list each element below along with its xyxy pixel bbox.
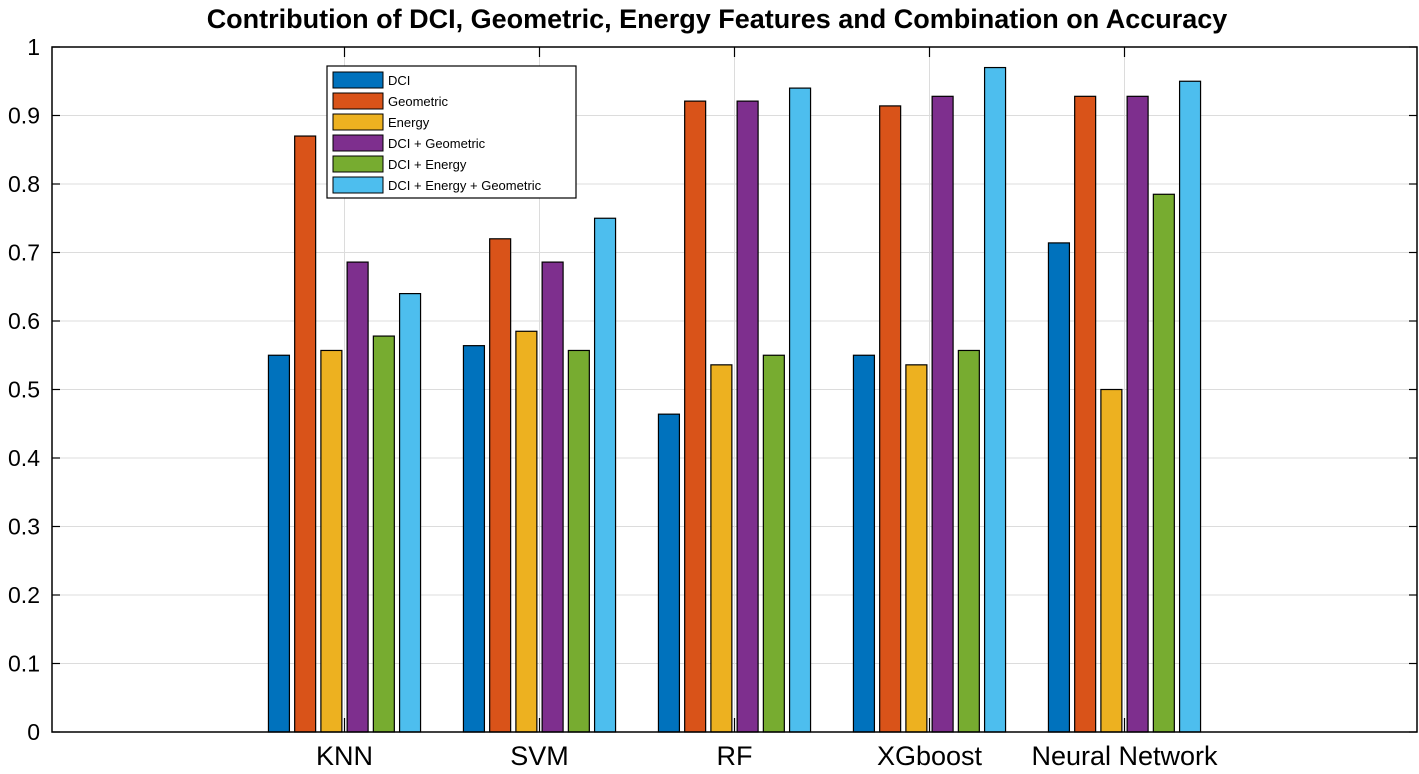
legend-label: DCI xyxy=(388,73,410,88)
bar-geometric-xgboost xyxy=(879,105,902,733)
bar-energy-rf xyxy=(710,364,733,733)
bar-dci-geometric-neural-network xyxy=(1126,95,1149,733)
legend: DCI Geometric Energy DCI + Geometric DCI + E… xyxy=(326,65,577,199)
bar-dci-energy-rf xyxy=(762,354,785,733)
bar-energy-xgboost xyxy=(905,364,928,733)
y-tick-label: 0 xyxy=(27,719,40,745)
legend-swatch xyxy=(332,134,384,152)
bar-dci-energy-geometric-knn xyxy=(398,293,422,733)
x-tick-label: XGboost xyxy=(877,741,983,771)
y-tick-label: 0.2 xyxy=(8,582,40,608)
y-tick-label: 0.6 xyxy=(8,308,40,334)
bar-dci-energy-svm xyxy=(567,349,590,733)
bar-dci-geometric-xgboost xyxy=(931,95,954,733)
bar-geometric-rf xyxy=(684,100,707,733)
bar-dci-energy-neural-network xyxy=(1152,193,1175,733)
x-tick-label: SVM xyxy=(510,741,569,771)
bar-dci-geometric-knn xyxy=(346,261,369,733)
bar-dci-xgboost xyxy=(852,354,876,733)
legend-label: DCI + Energy xyxy=(388,157,467,172)
bar-energy-neural-network xyxy=(1100,388,1123,733)
bar-dci-geometric-svm xyxy=(541,261,564,733)
legend-swatch xyxy=(332,176,384,194)
bar-geometric-knn xyxy=(294,135,317,733)
bar-dci-energy-knn xyxy=(372,335,395,733)
legend-box xyxy=(326,65,577,199)
bar-dci-energy-geometric-svm xyxy=(593,217,617,733)
bar-dci-energy-geometric-rf xyxy=(788,87,812,733)
legend-label: DCI + Energy + Geometric xyxy=(388,178,542,193)
y-tick-label: 0.1 xyxy=(8,651,40,677)
legend-swatch xyxy=(332,155,384,173)
y-tick-label: 0.7 xyxy=(8,240,40,266)
bar-dci-energy-geometric-neural-network xyxy=(1178,80,1202,733)
bar-energy-svm xyxy=(515,330,538,733)
legend-label: DCI + Geometric xyxy=(388,136,486,151)
axis-ticks: 0 0.1 0.2 0.3 0.4 0.5 0.6 0.7 0.8 0.9 1 KNN SVM RF XGb… xyxy=(8,34,1417,771)
bar-geometric-neural-network xyxy=(1074,95,1097,733)
legend-label: Geometric xyxy=(388,94,448,109)
chart-title: Contribution of DCI, Geometric, Energy F… xyxy=(207,4,1228,34)
y-tick-label: 0.8 xyxy=(8,171,40,197)
legend-swatch xyxy=(332,92,384,110)
y-tick-label: 1 xyxy=(27,34,40,60)
bar-dci-energy-geometric-xgboost xyxy=(983,66,1007,733)
grid-lines xyxy=(52,47,1417,732)
bar-dci-energy-xgboost xyxy=(957,349,980,733)
x-tick-label: RF xyxy=(717,741,753,771)
x-tick-label: Neural Network xyxy=(1031,741,1218,771)
bar-energy-knn xyxy=(320,349,343,733)
x-tick-label: KNN xyxy=(316,741,373,771)
bar-dci-rf xyxy=(657,413,681,733)
bar-dci-neural-network xyxy=(1047,242,1071,733)
bar-dci-geometric-rf xyxy=(736,100,759,733)
bar-geometric-svm xyxy=(489,238,512,733)
bar-dci-svm xyxy=(462,345,486,733)
legend-swatch xyxy=(332,113,384,131)
y-tick-label: 0.3 xyxy=(8,514,40,540)
y-tick-label: 0.4 xyxy=(8,445,40,471)
y-tick-label: 0.5 xyxy=(8,377,40,403)
legend-label: Energy xyxy=(388,115,430,130)
y-tick-label: 0.9 xyxy=(8,103,40,129)
bar-dci-knn xyxy=(267,354,291,733)
legend-swatch xyxy=(332,71,384,89)
